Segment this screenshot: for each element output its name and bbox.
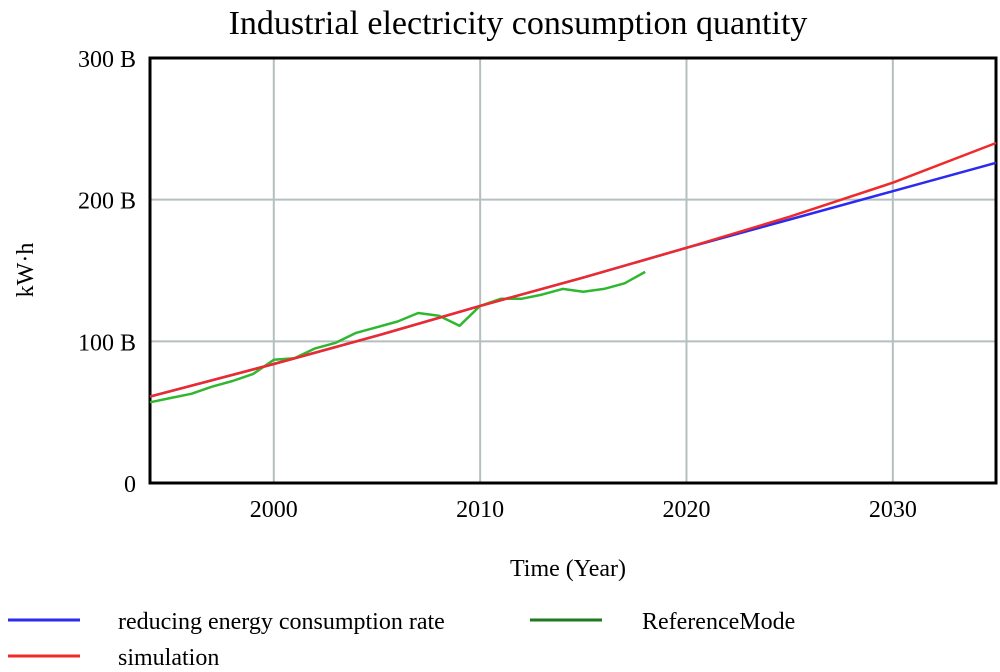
x-tick-label: 2000 <box>250 497 298 523</box>
chart-title: Industrial electricity consumption quant… <box>229 5 808 42</box>
legend-label: ReferenceMode <box>642 609 795 635</box>
series-line-referencemode <box>149 270 646 404</box>
gridlines <box>150 57 996 484</box>
x-tick-label: 2010 <box>456 497 504 523</box>
y-tick-label: 0 <box>124 472 136 498</box>
x-tick-label: 2020 <box>662 497 710 523</box>
plot-area-frame <box>148 56 998 485</box>
legend-label: simulation <box>118 645 219 671</box>
y-tick-label: 200 B <box>78 189 136 215</box>
series-lines <box>149 141 997 404</box>
y-axis-ticks: 0 100 B 200 B 300 B <box>78 47 136 498</box>
x-axis-label: Time (Year) <box>510 556 626 582</box>
series-line-simulation <box>149 141 997 398</box>
x-axis-ticks: 2000 2010 2020 2030 <box>250 497 917 523</box>
x-tick-label: 2030 <box>869 497 917 523</box>
y-axis-label: kW·h <box>13 243 39 298</box>
y-tick-label: 100 B <box>78 330 136 356</box>
legend-label: reducing energy consumption rate <box>118 609 445 635</box>
y-tick-label: 300 B <box>78 47 136 73</box>
legend: reducing energy consumption rate Referenc… <box>8 609 795 671</box>
